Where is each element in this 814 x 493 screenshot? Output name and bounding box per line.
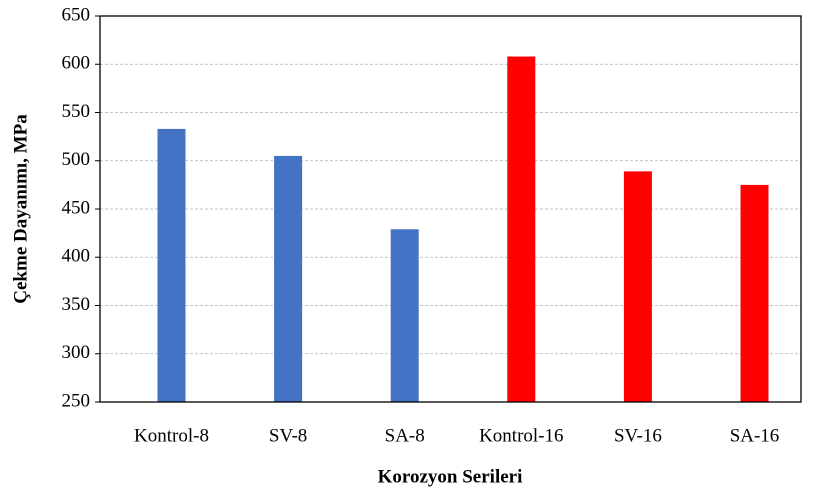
y-tick-label: 650 bbox=[62, 4, 91, 25]
plot-frame bbox=[99, 15, 802, 403]
y-tick-label: 350 bbox=[62, 294, 91, 315]
bar bbox=[274, 155, 303, 402]
y-tick-label: 300 bbox=[62, 342, 91, 363]
x-tick-label: SA-16 bbox=[730, 425, 780, 446]
y-tick-label: 600 bbox=[62, 53, 91, 74]
bar bbox=[507, 56, 536, 402]
x-tick-label: Kontrol-8 bbox=[134, 425, 209, 446]
x-axis-label: Korozyon Serileri bbox=[378, 466, 523, 487]
y-tick-label: 500 bbox=[62, 149, 91, 170]
bar bbox=[157, 128, 186, 402]
x-tick-label: Kontrol-16 bbox=[479, 425, 563, 446]
x-tick-label: SV-16 bbox=[614, 425, 662, 446]
bar bbox=[623, 171, 652, 402]
x-tick-label: SA-8 bbox=[385, 425, 425, 446]
bar bbox=[390, 229, 419, 402]
y-tick-label: 550 bbox=[62, 101, 91, 122]
x-tick-label: SV-8 bbox=[269, 425, 307, 446]
y-tick-label: 400 bbox=[62, 246, 91, 267]
y-tick-label: 250 bbox=[62, 390, 91, 411]
y-tick-label: 450 bbox=[62, 197, 91, 218]
bar bbox=[740, 184, 769, 402]
y-axis-label: Çekme Dayanımı, MPa bbox=[10, 114, 31, 304]
